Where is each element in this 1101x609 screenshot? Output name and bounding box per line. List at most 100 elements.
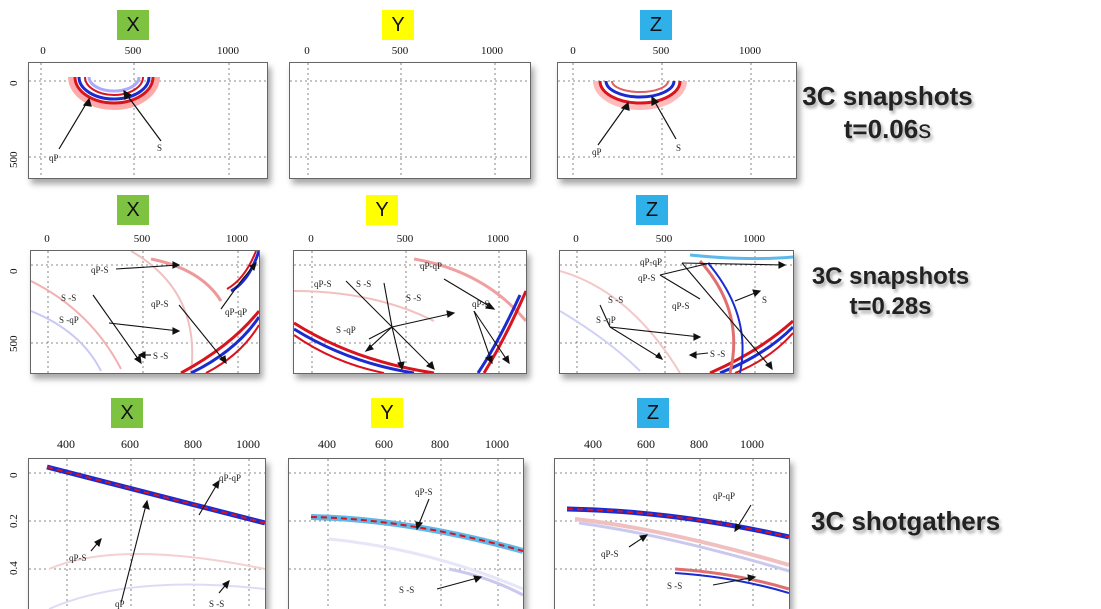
- x-tick: 0: [570, 45, 576, 57]
- wave-label: S -S: [209, 599, 224, 609]
- x-tick: 0: [308, 233, 314, 245]
- wave-label: S -S: [710, 349, 725, 359]
- y-tick: 500: [8, 335, 20, 353]
- wave-label: S: [762, 295, 767, 305]
- wave-label: qP-qP: [640, 257, 662, 267]
- x-tick: 0: [40, 45, 46, 57]
- shotgather-panel-y: qP-S S -S: [288, 458, 524, 609]
- shotgather-plot: qP-qP qP-S qP S -S: [29, 459, 265, 609]
- shotgather-plot: qP-S S -S: [289, 459, 523, 609]
- x-tick: 600: [375, 437, 393, 451]
- snapshot-panel-z-t006: qP S: [557, 62, 797, 179]
- row-label-title: 3C snapshots: [802, 81, 973, 111]
- row-label-time: t=0.06s: [843, 113, 932, 144]
- x-tick: 800: [690, 437, 708, 451]
- x-tick: 800: [184, 437, 202, 451]
- y-tick: 0: [8, 268, 20, 275]
- wave-label: qP-S: [91, 265, 109, 275]
- snapshot-plot: qP S: [558, 63, 796, 178]
- row-label-snapshots-t028: 3C snapshots t=0.28s: [808, 262, 973, 322]
- x-tick: 500: [391, 45, 409, 57]
- x-tick: 1000: [481, 45, 503, 57]
- wave-label: qP-qP: [225, 307, 247, 317]
- x-tick: 1000: [743, 233, 765, 245]
- snapshot-panel-y-t006: [289, 62, 531, 179]
- wave-label: qP-S: [472, 299, 490, 309]
- component-badge-z: Z: [637, 398, 669, 428]
- row-label-title: 3C shotgathers: [811, 506, 1001, 536]
- x-tick: 0: [44, 233, 50, 245]
- x-tick: 500: [133, 233, 151, 245]
- x-tick: 400: [57, 437, 75, 451]
- row-label-shotgathers: 3C shotgathers: [803, 505, 1101, 538]
- row-label-snapshots-t006: 3C snapshots t=0.06s: [800, 80, 975, 145]
- y-tick: 0.4: [8, 561, 20, 575]
- wave-label: qP-S: [151, 299, 169, 309]
- wave-label: qP: [592, 147, 602, 157]
- y-tick: 0: [8, 472, 20, 479]
- x-tick: 400: [318, 437, 336, 451]
- wave-label: qP-qP: [713, 491, 735, 501]
- snapshot-plot: qP-qP qP-S S -S qP-S S -qP S S -S: [560, 251, 793, 373]
- x-tick: 500: [655, 233, 673, 245]
- wave-label: S -S: [153, 351, 168, 361]
- wave-label: S -S: [406, 293, 421, 303]
- wave-label: S -S: [61, 293, 76, 303]
- component-badge-x: X: [111, 398, 143, 428]
- snapshot-plot: qP-S S -S qP-S S -qP qP-qP S -S: [31, 251, 259, 373]
- snapshot-panel-z-t028: qP-qP qP-S S -S qP-S S -qP S S -S: [559, 250, 794, 374]
- wave-label: qP-qP: [219, 473, 241, 483]
- row-label-title: 3C snapshots: [811, 263, 970, 290]
- wave-label: S: [157, 143, 162, 153]
- x-tick: 1000: [487, 233, 509, 245]
- x-tick: 1000: [226, 233, 248, 245]
- x-tick: 600: [637, 437, 655, 451]
- component-badge-y: Y: [366, 195, 398, 225]
- x-tick: 600: [121, 437, 139, 451]
- wave-label: S -qP: [336, 325, 356, 335]
- wave-label: qP-S: [69, 553, 87, 563]
- wave-label: qP-S: [415, 487, 433, 497]
- snapshot-panel-x-t006: qP S: [28, 62, 268, 179]
- snapshot-plot: qP S: [29, 63, 267, 178]
- shotgather-plot: qP-qP qP-S S -S: [555, 459, 789, 609]
- y-tick: 0: [8, 80, 20, 87]
- wave-label: S -qP: [59, 315, 79, 325]
- wave-label: S: [676, 143, 681, 153]
- x-tick: 500: [652, 45, 670, 57]
- x-tick: 0: [304, 45, 310, 57]
- component-badge-z: Z: [640, 10, 672, 40]
- component-badge-y: Y: [382, 10, 414, 40]
- x-tick: 500: [396, 233, 414, 245]
- component-badge-z: Z: [636, 195, 668, 225]
- shotgather-panel-z: qP-qP qP-S S -S: [554, 458, 790, 609]
- wave-label: qP-S: [638, 273, 656, 283]
- component-badge-x: X: [117, 195, 149, 225]
- x-tick: 1000: [217, 45, 239, 57]
- wave-label: S -S: [667, 581, 682, 591]
- wave-label: qP-qP: [420, 261, 442, 271]
- x-tick: 400: [584, 437, 602, 451]
- snapshot-panel-x-t028: qP-S S -S qP-S S -qP qP-qP S -S: [30, 250, 260, 374]
- x-tick: 1000: [485, 437, 509, 451]
- snapshot-plot: qP-S S -S qP-qP S -S qP-S S -qP: [294, 251, 526, 373]
- wave-label: S -S: [399, 585, 414, 595]
- y-tick: 0.2: [8, 514, 20, 528]
- x-tick: 1000: [739, 45, 761, 57]
- wave-label: S -S: [608, 295, 623, 305]
- x-tick: 1000: [740, 437, 764, 451]
- wave-label: S -S: [356, 279, 371, 289]
- snapshot-panel-y-t028: qP-S S -S qP-qP S -S qP-S S -qP: [293, 250, 527, 374]
- component-badge-x: X: [117, 10, 149, 40]
- x-tick: 0: [573, 233, 579, 245]
- x-tick: 500: [124, 45, 142, 57]
- wave-label: qP-S: [314, 279, 332, 289]
- wave-label: qP: [49, 153, 59, 163]
- wave-label: qP-S: [672, 301, 690, 311]
- component-badge-y: Y: [371, 398, 403, 428]
- wave-label: S -qP: [596, 315, 616, 325]
- wave-label: qP: [115, 599, 125, 609]
- wave-label: qP-S: [601, 549, 619, 559]
- y-tick: 500: [8, 151, 20, 169]
- shotgather-panel-x: qP-qP qP-S qP S -S: [28, 458, 266, 609]
